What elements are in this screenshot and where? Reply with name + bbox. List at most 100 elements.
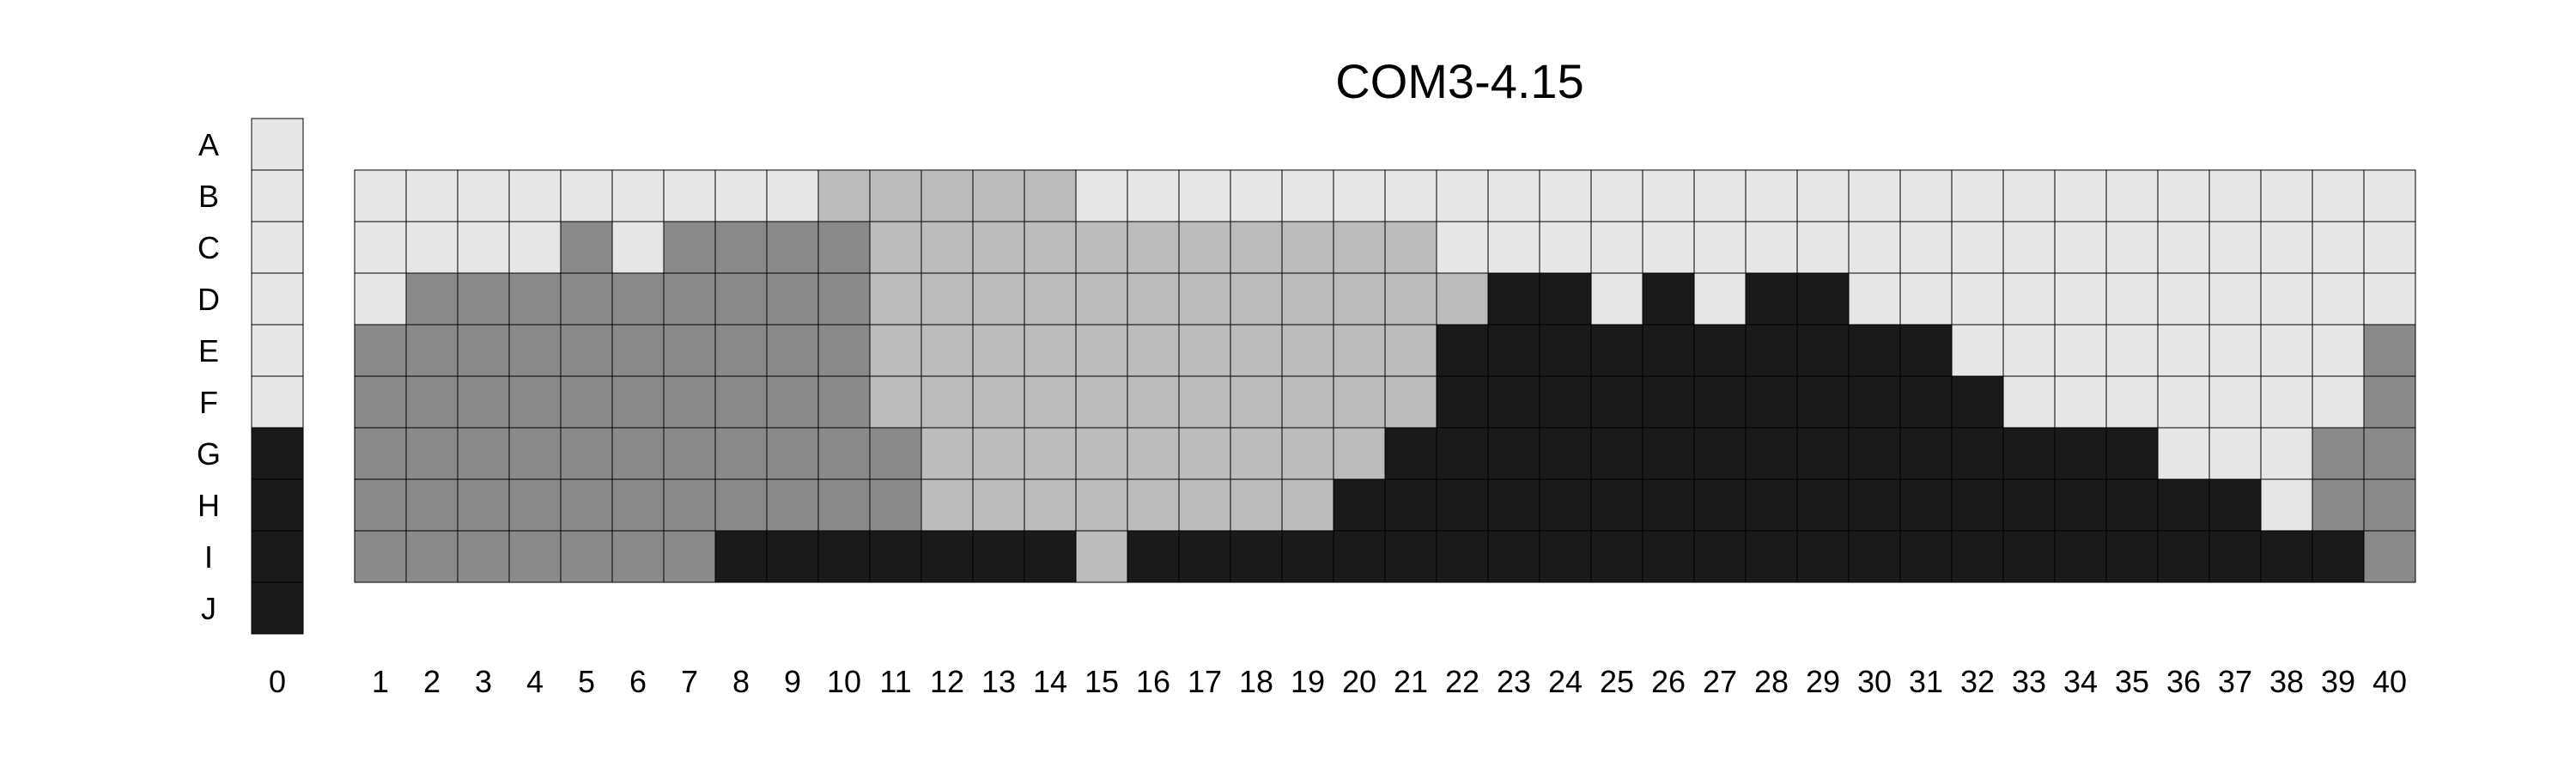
cell-f-33: [2002, 375, 2056, 429]
heatmap-grid: [354, 169, 2416, 583]
cell-d-33: [2002, 272, 2056, 326]
cell-e-35: [2105, 324, 2159, 377]
cell-i-23: [1487, 530, 1540, 583]
cell-h-5: [560, 478, 613, 532]
cell-c-17: [1178, 221, 1231, 274]
cell-g-33: [2002, 427, 2056, 480]
column-label-13: 13: [981, 664, 1016, 699]
chart-title: COM3-4.15: [1335, 54, 1583, 108]
cell-g-38: [2260, 427, 2313, 480]
cell-i-2: [405, 530, 459, 583]
cell-b-25: [1590, 169, 1643, 222]
cell-c-39: [2312, 221, 2365, 274]
cell-f-39: [2312, 375, 2365, 429]
cell-e-36: [2157, 324, 2210, 377]
cell-b-31: [1899, 169, 1953, 222]
column-label-2: 2: [423, 664, 440, 699]
legend-cell-h: [251, 478, 304, 532]
cell-g-23: [1487, 427, 1540, 480]
cell-i-37: [2208, 530, 2262, 583]
cell-c-22: [1436, 221, 1489, 274]
cell-h-26: [1642, 478, 1695, 532]
cell-e-22: [1436, 324, 1489, 377]
cell-f-30: [1848, 375, 1901, 429]
cell-e-31: [1899, 324, 1953, 377]
cell-h-8: [714, 478, 768, 532]
cell-i-35: [2105, 530, 2159, 583]
cell-g-11: [869, 427, 922, 480]
cell-g-37: [2208, 427, 2262, 480]
cell-b-17: [1178, 169, 1231, 222]
legend-cell-a: [251, 118, 304, 171]
cell-e-30: [1848, 324, 1901, 377]
cell-c-31: [1899, 221, 1953, 274]
cell-c-33: [2002, 221, 2056, 274]
cell-e-9: [766, 324, 819, 377]
cell-f-9: [766, 375, 819, 429]
cell-c-26: [1642, 221, 1695, 274]
legend-column: [251, 118, 304, 635]
cell-e-32: [1951, 324, 2004, 377]
column-label-21: 21: [1394, 664, 1428, 699]
cell-f-5: [560, 375, 613, 429]
cell-i-34: [2054, 530, 2107, 583]
cell-i-25: [1590, 530, 1643, 583]
cell-i-6: [611, 530, 665, 583]
cell-i-15: [1075, 530, 1128, 583]
cell-g-25: [1590, 427, 1643, 480]
cell-h-29: [1796, 478, 1850, 532]
cell-f-23: [1487, 375, 1540, 429]
row-label-e: E: [198, 333, 219, 368]
cell-f-32: [1951, 375, 2004, 429]
cell-i-3: [457, 530, 510, 583]
column-label-12: 12: [930, 664, 964, 699]
cell-i-12: [920, 530, 974, 583]
column-label-27: 27: [1703, 664, 1737, 699]
cell-h-4: [508, 478, 562, 532]
cell-b-40: [2363, 169, 2416, 222]
cell-d-9: [766, 272, 819, 326]
cell-f-2: [405, 375, 459, 429]
cell-b-15: [1075, 169, 1128, 222]
cell-f-36: [2157, 375, 2210, 429]
cell-h-35: [2105, 478, 2159, 532]
column-label-17: 17: [1188, 664, 1222, 699]
cell-h-9: [766, 478, 819, 532]
cell-f-34: [2054, 375, 2107, 429]
cell-g-29: [1796, 427, 1850, 480]
cell-g-15: [1075, 427, 1128, 480]
cell-f-10: [817, 375, 871, 429]
column-label-9: 9: [784, 664, 801, 699]
cell-b-8: [714, 169, 768, 222]
cell-d-29: [1796, 272, 1850, 326]
cell-e-11: [869, 324, 922, 377]
cell-g-31: [1899, 427, 1953, 480]
cell-e-25: [1590, 324, 1643, 377]
cell-i-26: [1642, 530, 1695, 583]
cell-h-32: [1951, 478, 2004, 532]
cell-i-13: [972, 530, 1025, 583]
cell-g-40: [2363, 427, 2416, 480]
cell-b-16: [1127, 169, 1180, 222]
cell-c-4: [508, 221, 562, 274]
cell-f-31: [1899, 375, 1953, 429]
cell-f-26: [1642, 375, 1695, 429]
cell-g-4: [508, 427, 562, 480]
cell-d-10: [817, 272, 871, 326]
cell-i-4: [508, 530, 562, 583]
cell-d-35: [2105, 272, 2159, 326]
cell-e-34: [2054, 324, 2107, 377]
cell-g-12: [920, 427, 974, 480]
cell-f-37: [2208, 375, 2262, 429]
cell-d-2: [405, 272, 459, 326]
cell-d-8: [714, 272, 768, 326]
cell-e-23: [1487, 324, 1540, 377]
cell-e-8: [714, 324, 768, 377]
cell-f-14: [1024, 375, 1077, 429]
cell-h-15: [1075, 478, 1128, 532]
column-label-22: 22: [1445, 664, 1479, 699]
cell-d-32: [1951, 272, 2004, 326]
legend-cell-d: [251, 272, 304, 326]
cell-d-1: [354, 272, 407, 326]
